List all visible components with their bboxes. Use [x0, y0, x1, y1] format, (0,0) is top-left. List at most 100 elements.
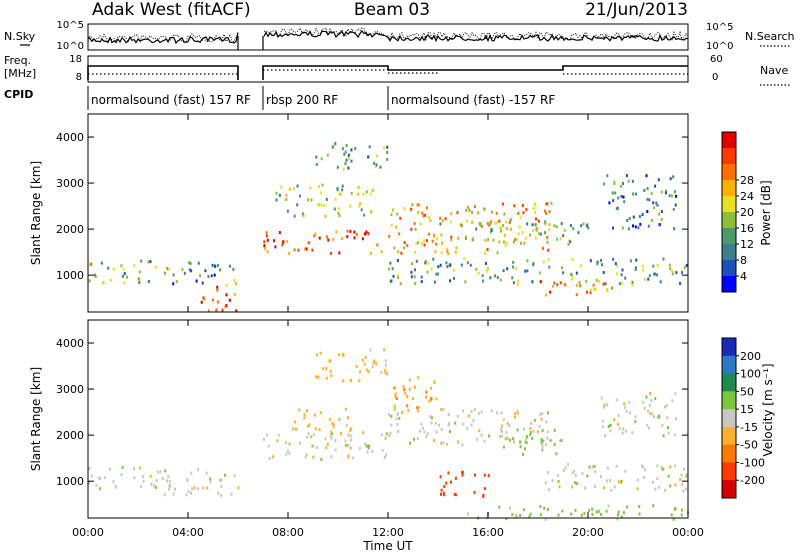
velocity-cell — [371, 365, 374, 369]
power-cell — [413, 275, 416, 279]
velocity-cell — [561, 509, 564, 513]
velocity-cell — [476, 437, 479, 441]
velocity-cell — [584, 486, 586, 490]
velocity-cell — [352, 456, 355, 460]
power-cell — [365, 230, 368, 234]
beam-title: Beam 03 — [354, 0, 430, 20]
velocity-cell — [532, 429, 535, 433]
power-cell — [668, 194, 671, 198]
velocity-cell — [573, 469, 576, 473]
power-cell — [426, 262, 429, 266]
velocity-cell — [433, 381, 436, 385]
power-cell — [477, 211, 479, 215]
velocity-cell — [540, 441, 543, 445]
power-cell — [632, 215, 635, 219]
velocity-cell — [359, 370, 361, 374]
velocity-cell — [426, 432, 429, 436]
power-cell — [321, 183, 324, 187]
power-cell — [120, 264, 123, 268]
colorbar-tick-label: 100 — [740, 368, 761, 381]
velocity-cell — [440, 408, 443, 412]
power-cell — [307, 241, 310, 245]
velocity-cell — [531, 436, 534, 440]
power-cell — [489, 276, 492, 280]
velocity-cell — [528, 515, 531, 519]
power-cell — [498, 240, 501, 244]
colorbar-tick-label: 15 — [740, 403, 754, 416]
power-cell — [344, 162, 347, 166]
velocity-cell — [487, 474, 490, 478]
velocity-cell — [345, 443, 348, 447]
velocity-cell — [435, 430, 438, 434]
velocity-cell — [380, 371, 383, 375]
power-cell — [421, 241, 423, 245]
power-colorbar: 4 8 12 16 20 24 28 — [721, 131, 754, 293]
velocity-cell — [121, 465, 124, 469]
power-cell — [439, 263, 442, 267]
velocity-cell — [516, 409, 519, 413]
power-cell — [468, 208, 471, 212]
power-cell — [265, 231, 268, 235]
power-cell — [369, 210, 372, 214]
velocity-cell — [529, 512, 532, 516]
velocity-cell — [330, 436, 333, 440]
velocity-cell — [499, 435, 501, 438]
velocity-cell — [307, 432, 310, 436]
colorbar-tick-label: 28 — [740, 174, 754, 187]
velocity-cell — [601, 425, 604, 429]
power-cell — [216, 285, 219, 289]
velocity-cell — [350, 434, 353, 438]
velocity-cell — [609, 478, 611, 482]
x-tick-label: 12:00 — [372, 526, 404, 539]
power-cell — [428, 215, 431, 219]
power-cell — [629, 259, 632, 263]
velocity-cell — [685, 487, 687, 491]
velocity-cell — [149, 474, 152, 478]
velocity-cell — [483, 487, 486, 491]
velocity-cell — [508, 506, 511, 510]
velocity-cell — [209, 477, 212, 481]
power-cell — [471, 220, 474, 224]
power-cell — [424, 213, 427, 217]
power-cell — [465, 219, 468, 223]
velocity-cell — [133, 467, 135, 471]
velocity-cell — [523, 447, 526, 451]
velocity-cell — [233, 474, 236, 478]
velocity-cell — [588, 465, 591, 469]
velocity-cell — [456, 415, 459, 418]
velocity-cell — [623, 406, 626, 409]
power-cell — [392, 208, 394, 212]
velocity-cell — [386, 372, 389, 376]
velocity-cell — [443, 485, 446, 488]
velocity-cell — [191, 487, 194, 491]
velocity-cell — [597, 509, 600, 513]
velocity-cell — [317, 375, 320, 379]
velocity-cell — [417, 405, 420, 409]
power-cell — [632, 224, 634, 228]
velocity-cell — [618, 426, 621, 430]
power-cell — [414, 250, 417, 254]
power-cell — [490, 220, 493, 224]
power-cell — [411, 262, 414, 266]
nsearch-tick-bottom: 10^0 — [706, 41, 733, 52]
power-cell — [367, 155, 370, 159]
power-cell — [439, 222, 442, 226]
velocity-cell — [319, 411, 322, 415]
power-cell — [622, 195, 625, 199]
power-cell — [350, 159, 353, 163]
time-axis-ticks: 00:00 04:00 08:00 12:00 16:00 20:00 00:00 — [72, 114, 704, 539]
velocity-cell — [617, 510, 620, 514]
velocity-cell — [334, 439, 337, 443]
power-cell — [355, 232, 358, 236]
power-cell — [383, 146, 385, 150]
velocity-cell — [205, 471, 208, 475]
velocity-cell — [285, 452, 288, 456]
power-cell — [657, 178, 660, 182]
power-cell — [523, 241, 526, 245]
power-cell — [334, 142, 337, 146]
power-cell — [201, 281, 204, 285]
velocity-cell — [667, 431, 670, 435]
velocity-cell — [530, 421, 533, 425]
power-cell — [432, 257, 435, 261]
power-cell — [495, 211, 498, 215]
